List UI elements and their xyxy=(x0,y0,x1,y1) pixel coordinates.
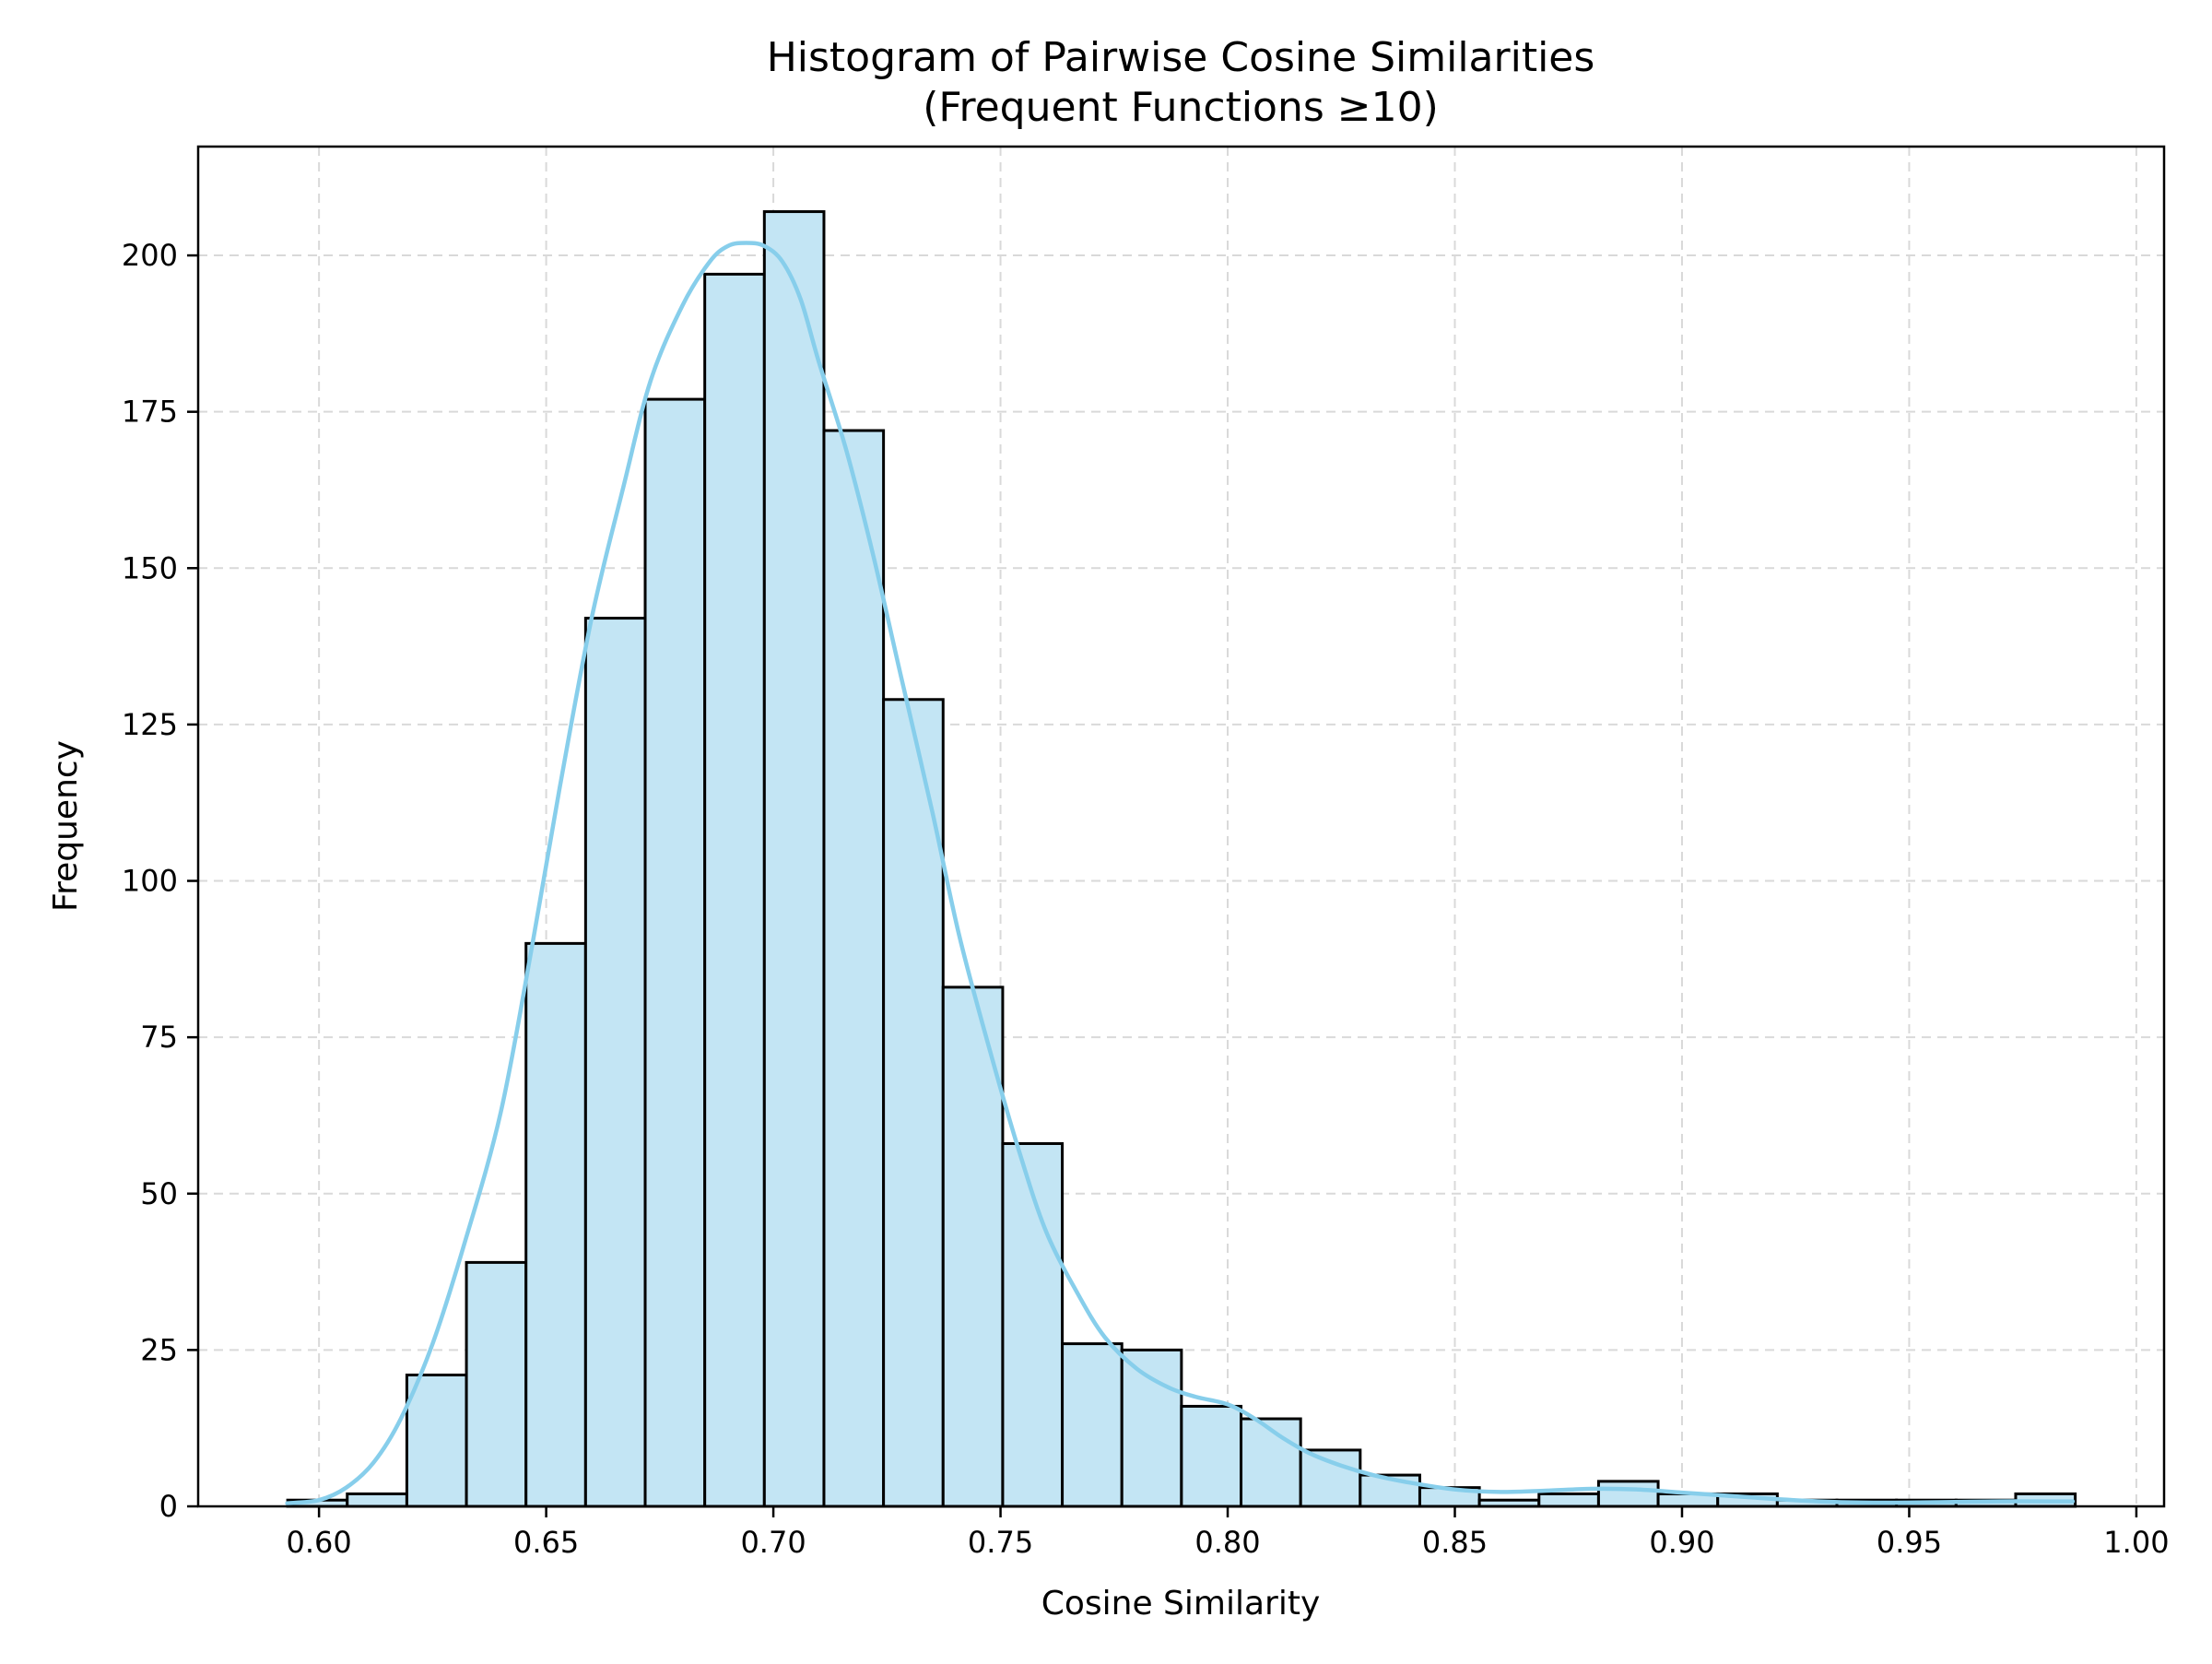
kde-curve xyxy=(285,241,2076,1505)
y-tick-label-8: 200 xyxy=(122,238,178,273)
histogram-bar-10 xyxy=(882,698,945,1508)
histogram-bar-15 xyxy=(1180,1404,1243,1508)
y-tick-label-4: 100 xyxy=(122,864,178,899)
y-axis-label: Frequency xyxy=(47,740,85,912)
histogram-bar-8 xyxy=(762,210,826,1508)
histogram-bar-9 xyxy=(822,429,886,1508)
histogram-bar-22 xyxy=(1596,1480,1660,1508)
y-tick-label-5: 125 xyxy=(122,707,178,742)
kde-layer xyxy=(285,241,2076,1505)
histogram-bar-1 xyxy=(346,1492,408,1508)
ticks-layer: 0.60 0.65 0.70 0.75 0.80 0.85 0.90 0.95 1.00 0 25 5… xyxy=(122,238,2170,1560)
x-tick-label-2: 0.70 xyxy=(740,1525,806,1560)
histogram-bar-14 xyxy=(1120,1348,1183,1508)
histogram-bar-13 xyxy=(1061,1342,1124,1508)
plot-frame xyxy=(196,145,2166,1508)
x-tick-label-8: 1.00 xyxy=(2103,1525,2169,1560)
chart-subtitle: (Frequent Functions ≥10) xyxy=(923,84,1439,131)
histogram-bar-12 xyxy=(1001,1141,1065,1508)
x-tick-label-7: 0.95 xyxy=(1877,1525,1942,1560)
histogram-bar-17 xyxy=(1299,1448,1362,1508)
x-tick-label-1: 0.65 xyxy=(513,1525,579,1560)
y-tick-label-3: 75 xyxy=(140,1020,178,1055)
x-tick-label-6: 0.90 xyxy=(1649,1525,1714,1560)
y-tick-label-0: 0 xyxy=(159,1489,178,1524)
histogram-bar-3 xyxy=(465,1260,528,1508)
chart-title: Histogram of Pairwise Cosine Similaritie… xyxy=(767,34,1595,81)
x-axis-label: Cosine Similarity xyxy=(1041,1585,1321,1623)
histogram-bar-21 xyxy=(1537,1492,1600,1508)
x-tick-label-3: 0.75 xyxy=(968,1525,1033,1560)
histogram-bar-5 xyxy=(583,617,647,1508)
histogram-bar-2 xyxy=(405,1374,468,1508)
x-tick-label-4: 0.80 xyxy=(1194,1525,1260,1560)
histogram-bar-6 xyxy=(643,397,707,1508)
histogram-bar-7 xyxy=(703,272,766,1508)
y-tick-label-2: 50 xyxy=(140,1176,178,1211)
histogram-bar-11 xyxy=(941,985,1005,1508)
histogram-bar-16 xyxy=(1240,1417,1302,1508)
x-tick-label-5: 0.85 xyxy=(1422,1525,1488,1560)
y-tick-label-6: 150 xyxy=(122,550,178,585)
y-tick-label-7: 175 xyxy=(122,395,178,430)
histogram-bar-4 xyxy=(524,941,587,1508)
y-tick-label-1: 25 xyxy=(140,1332,178,1367)
x-tick-label-0: 0.60 xyxy=(287,1525,352,1560)
bars-layer xyxy=(286,210,2077,1508)
